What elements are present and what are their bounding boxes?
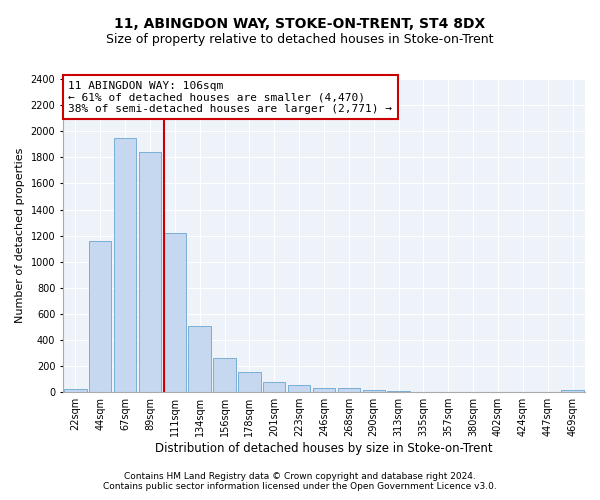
Bar [238, 372, 260, 392]
Bar [313, 388, 335, 392]
Text: 11, ABINGDON WAY, STOKE-ON-TRENT, ST4 8DX: 11, ABINGDON WAY, STOKE-ON-TRENT, ST4 8D… [115, 18, 485, 32]
Bar [164, 233, 186, 392]
X-axis label: Distribution of detached houses by size in Stoke-on-Trent: Distribution of detached houses by size … [155, 442, 493, 455]
Y-axis label: Number of detached properties: Number of detached properties [15, 148, 25, 324]
Bar [114, 138, 136, 392]
Bar [64, 389, 86, 392]
Bar [214, 358, 236, 392]
Bar [89, 242, 112, 392]
Bar [362, 390, 385, 392]
Text: Contains public sector information licensed under the Open Government Licence v3: Contains public sector information licen… [103, 482, 497, 491]
Text: Contains HM Land Registry data © Crown copyright and database right 2024.: Contains HM Land Registry data © Crown c… [124, 472, 476, 481]
Bar [139, 152, 161, 392]
Bar [188, 326, 211, 392]
Bar [388, 391, 410, 392]
Bar [263, 382, 286, 392]
Bar [562, 390, 584, 392]
Text: 11 ABINGDON WAY: 106sqm
← 61% of detached houses are smaller (4,470)
38% of semi: 11 ABINGDON WAY: 106sqm ← 61% of detache… [68, 80, 392, 114]
Bar [338, 388, 360, 392]
Text: Size of property relative to detached houses in Stoke-on-Trent: Size of property relative to detached ho… [106, 32, 494, 46]
Bar [288, 385, 310, 392]
